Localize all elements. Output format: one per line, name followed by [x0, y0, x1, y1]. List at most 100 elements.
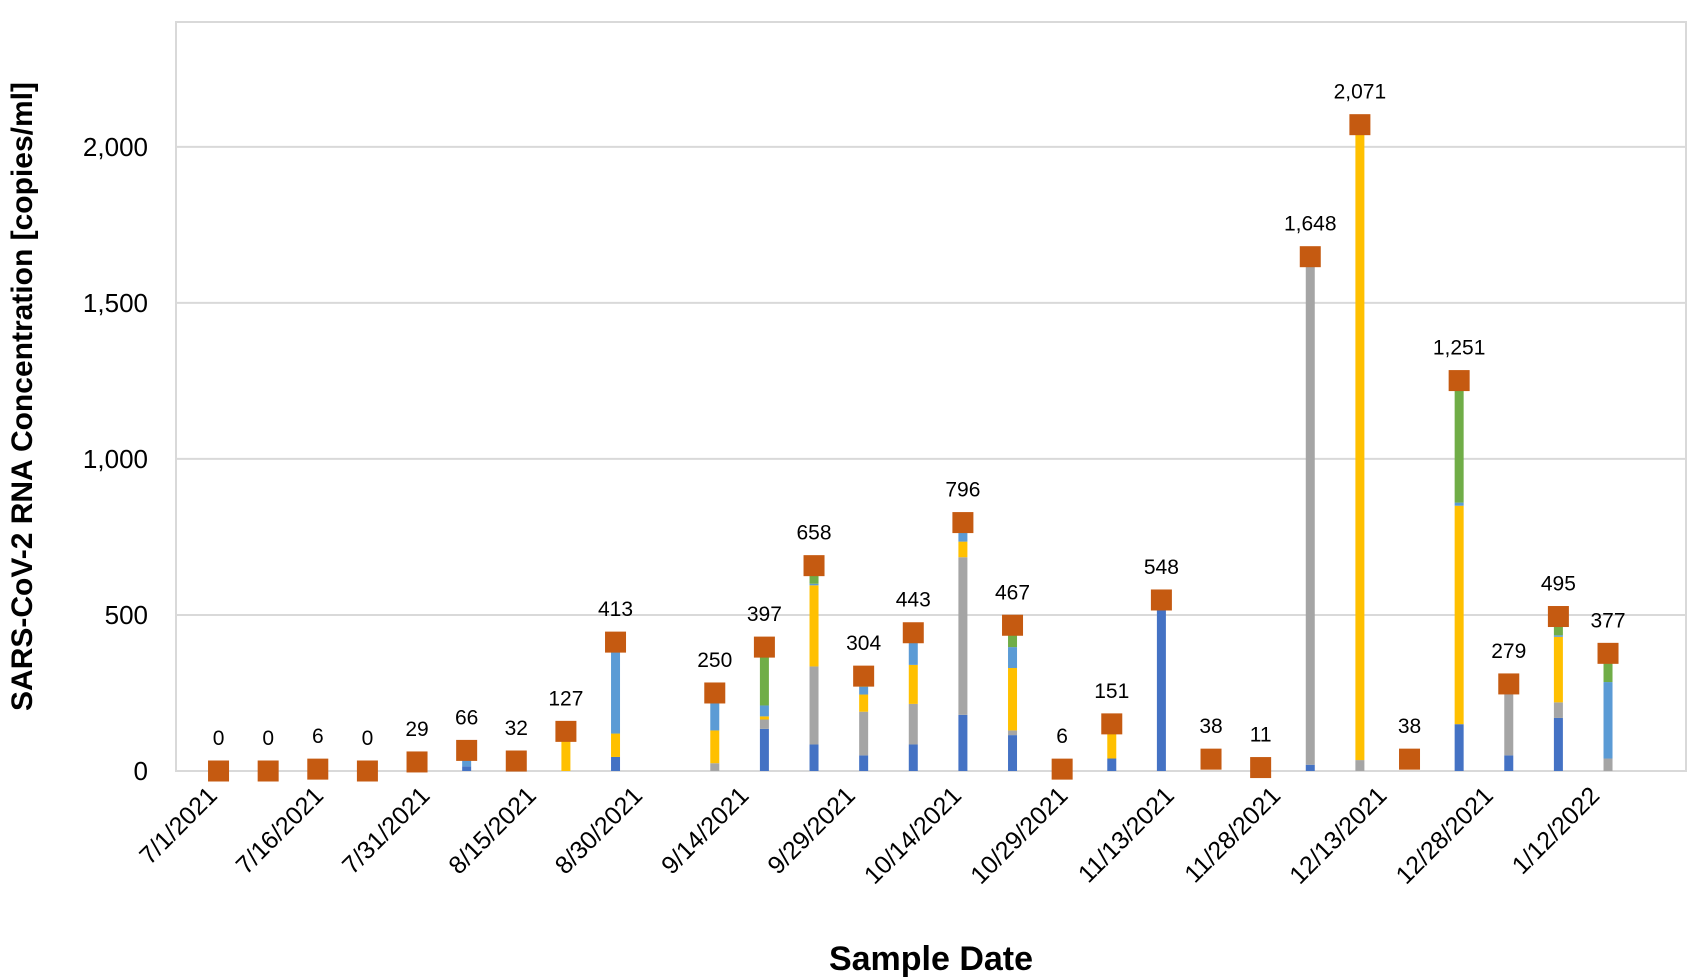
bar-segment — [1008, 647, 1018, 669]
bar-segment — [1454, 502, 1464, 506]
bar-segment — [1008, 730, 1018, 736]
total-marker — [1498, 673, 1520, 695]
y-tick-label: 1,000 — [83, 444, 148, 474]
data-label: 2,071 — [1334, 81, 1387, 104]
total-marker — [704, 682, 726, 704]
data-label: 38 — [1398, 715, 1421, 738]
total-marker — [1051, 758, 1073, 780]
data-label: 304 — [846, 632, 881, 655]
bar-segment — [1504, 755, 1514, 771]
data-labels: 0 0 6 0 29 66 32 127 413 250 397 658 304 443 796 467 6 15… — [213, 81, 1626, 750]
total-marker — [1349, 114, 1371, 136]
bar-segment — [1603, 653, 1613, 683]
total-marker — [902, 622, 924, 644]
bar-segment — [958, 541, 968, 558]
bar-segment — [859, 755, 869, 771]
data-label: 467 — [995, 581, 1030, 604]
bar-segment — [710, 730, 720, 764]
data-label: 1,648 — [1284, 213, 1337, 236]
total-marker — [208, 760, 230, 782]
total-marker — [1002, 614, 1024, 636]
bar-segment — [908, 664, 918, 704]
total-markers — [208, 114, 1619, 782]
data-label: 796 — [945, 479, 980, 502]
bar-segment — [1008, 735, 1018, 771]
total-marker — [1101, 713, 1123, 735]
bar-segment — [1553, 636, 1563, 703]
bar-segment — [809, 666, 819, 745]
data-label: 6 — [1056, 725, 1068, 748]
bar-segment — [859, 686, 869, 695]
bar-segment — [1107, 758, 1117, 771]
bar-segment — [611, 756, 621, 771]
bar-segment — [462, 766, 472, 771]
plot-frame — [175, 21, 1687, 772]
data-label: 29 — [405, 718, 428, 741]
data-label: 38 — [1199, 715, 1222, 738]
bar-segment — [1355, 124, 1365, 761]
data-label: 0 — [213, 727, 225, 750]
bar-segment — [1454, 505, 1464, 725]
total-marker — [307, 758, 329, 780]
bar-segment — [859, 711, 869, 756]
data-label: 32 — [505, 717, 528, 740]
total-marker — [1299, 246, 1321, 268]
data-label: 11 — [1250, 724, 1272, 747]
bar-segment — [1454, 380, 1464, 503]
bar-segment — [908, 744, 918, 771]
data-label: 397 — [747, 603, 782, 626]
data-label: 495 — [1541, 573, 1576, 596]
y-tick-label: 500 — [105, 600, 148, 630]
total-marker — [853, 665, 875, 687]
bar-segment — [1553, 717, 1563, 771]
total-marker — [1597, 642, 1619, 664]
bar-segment — [1008, 668, 1018, 731]
bar-segment — [1603, 758, 1613, 771]
total-marker — [456, 739, 478, 761]
data-label: 66 — [455, 706, 478, 729]
x-axis-label: Sample Date — [829, 940, 1033, 978]
total-marker — [1200, 748, 1222, 770]
data-label: 0 — [262, 727, 274, 750]
data-label: 1,251 — [1433, 337, 1486, 360]
bar-segment — [1454, 724, 1464, 771]
bar-segment — [859, 694, 869, 712]
data-label: 151 — [1094, 680, 1129, 703]
total-marker — [1399, 748, 1421, 770]
bar-segment — [1603, 682, 1613, 759]
total-marker — [356, 760, 378, 782]
y-axis-label: SARS-CoV-2 RNA Concentration [copies/ml] — [6, 82, 39, 711]
bar-segment — [908, 703, 918, 745]
total-marker — [257, 760, 279, 782]
bar-segment — [759, 647, 769, 706]
bar-segment — [759, 728, 769, 771]
bar-segment — [759, 716, 769, 720]
bar-segment — [958, 557, 968, 715]
total-marker — [1547, 606, 1569, 628]
bar-segment — [561, 731, 571, 771]
bar-segment — [1305, 764, 1315, 771]
data-label: 127 — [548, 687, 583, 710]
bar-segment — [710, 763, 720, 771]
total-marker — [555, 720, 577, 742]
bar-segment — [1107, 723, 1117, 759]
bar-segment — [759, 719, 769, 729]
total-marker — [1250, 757, 1272, 779]
data-label: 377 — [1590, 609, 1625, 632]
total-marker — [505, 750, 527, 772]
bar-segment — [611, 733, 621, 757]
bar-segment — [1156, 599, 1166, 771]
bar-segment — [1305, 256, 1315, 765]
y-tick-label: 0 — [134, 756, 148, 786]
bar-segment — [759, 705, 769, 717]
bar-segment — [1553, 635, 1563, 637]
total-marker — [753, 636, 775, 658]
data-label: 6 — [312, 725, 324, 748]
total-marker — [952, 512, 974, 534]
bar-segment — [1504, 683, 1514, 756]
bar-segment — [1553, 702, 1563, 718]
y-tick-label: 2,000 — [83, 132, 148, 162]
bar-segment — [958, 714, 968, 771]
